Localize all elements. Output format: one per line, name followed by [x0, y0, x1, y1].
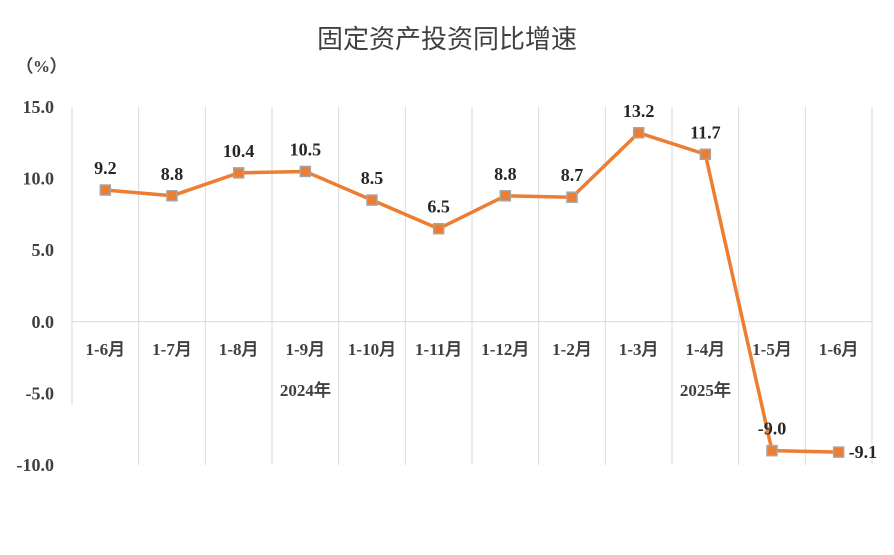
data-point-marker	[232, 167, 245, 179]
data-point-marker	[99, 184, 112, 196]
y-tick-label: -5.0	[26, 383, 55, 403]
x-tick-label: 1-8月	[219, 340, 259, 359]
x-tick-label: 1-6月	[819, 340, 859, 359]
data-label: 13.2	[623, 101, 655, 121]
x-tick-label: 1-12月	[481, 340, 529, 359]
data-point-marker	[832, 446, 845, 458]
x-tick-label: 1-10月	[348, 340, 396, 359]
x-axis-ticks: 1-6月 1-7月 1-8月 1-9月 1-10月 1-11月 1-12月 1-2月 1-3月 1…	[85, 340, 858, 359]
data-label: -9.0	[758, 419, 787, 439]
x-tick-label: 1-11月	[415, 340, 462, 359]
data-label: 8.7	[561, 165, 584, 185]
series-line	[105, 131, 839, 454]
year-group-label: 2024年	[280, 380, 331, 400]
data-label: 6.5	[427, 197, 450, 217]
series-growth	[99, 127, 845, 458]
y-tick-label: 0.0	[32, 312, 55, 332]
data-point-marker	[699, 148, 712, 161]
y-tick-label: -10.0	[17, 455, 55, 475]
data-point-marker	[366, 194, 378, 206]
y-tick-label: 10.0	[23, 169, 55, 189]
data-point-marker	[766, 444, 778, 457]
x-tick-label: 1-3月	[619, 340, 659, 359]
x-tick-label: 1-7月	[152, 340, 192, 359]
data-point-marker	[299, 165, 312, 178]
data-point-marker	[632, 127, 645, 139]
data-point-marker	[566, 191, 578, 203]
data-label: 9.2	[94, 158, 117, 178]
data-label: 10.5	[290, 139, 322, 159]
y-axis-ticks: 15.0 10.0 5.0 0.0 -5.0 -10.0	[17, 97, 55, 475]
data-point-marker	[166, 190, 178, 202]
data-label: 10.4	[223, 141, 255, 161]
year-group-label: 2025年	[680, 380, 731, 400]
data-point-marker	[499, 190, 512, 202]
x-tick-label: 1-6月	[85, 340, 125, 359]
gridlines	[71, 107, 873, 465]
chart-title: 固定资产投资同比增速	[317, 25, 577, 55]
x-tick-label: 1-9月	[285, 340, 325, 359]
data-point-marker	[432, 222, 445, 235]
year-group-labels: 2024年 2025年	[280, 380, 731, 400]
y-tick-label: 5.0	[32, 240, 55, 260]
y-tick-label: 15.0	[23, 97, 55, 117]
data-label: 8.5	[361, 168, 384, 188]
data-label: 11.7	[690, 122, 721, 142]
x-tick-label: 1-2月	[552, 340, 592, 359]
data-label: -9.1	[849, 442, 878, 462]
data-label: 8.8	[494, 164, 517, 184]
data-labels: 9.2 8.8 10.4 10.5 8.5 6.5 8.8 8.7 13.2 11.7 -9.0 -9…	[94, 101, 877, 462]
y-axis-unit-label: （%）	[16, 56, 67, 76]
data-label: 8.8	[161, 164, 184, 184]
x-tick-label: 1-4月	[685, 340, 725, 359]
x-tick-label: 1-5月	[752, 340, 792, 359]
